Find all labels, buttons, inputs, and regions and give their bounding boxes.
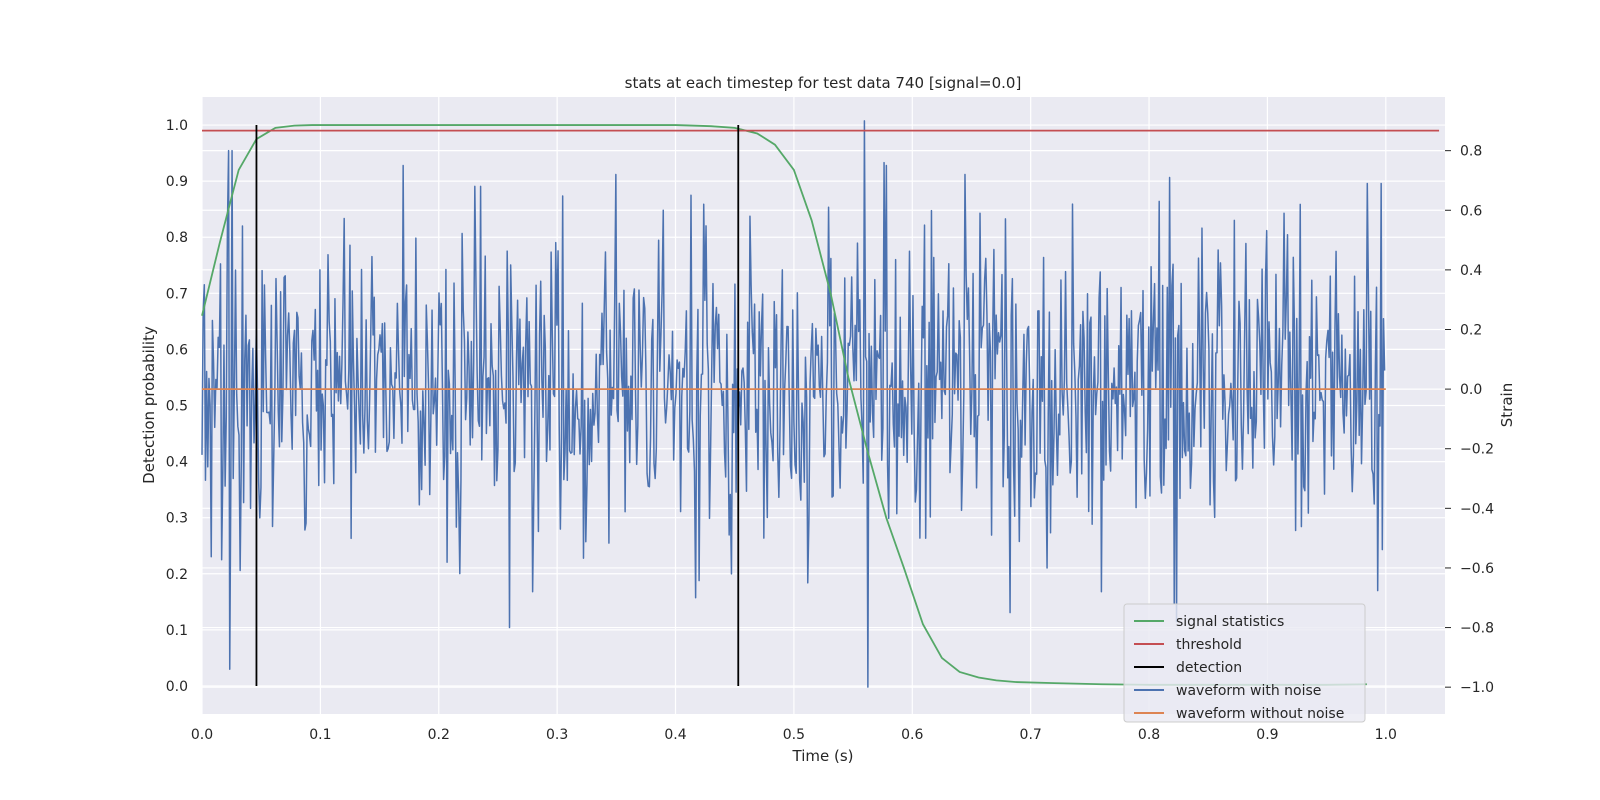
y-tick-label: 0.5: [166, 399, 188, 415]
x-tick-label: 0.4: [664, 727, 686, 743]
y-axis-label: Detection probability: [140, 326, 158, 484]
y-tick-label: 0.9: [166, 174, 188, 190]
x-tick-label: 0.8: [1138, 727, 1160, 743]
legend-label: waveform without noise: [1176, 706, 1344, 722]
y2-tick-label: 0.2: [1460, 322, 1482, 338]
y-tick-label: 0.7: [166, 286, 188, 302]
x-tick-label: 0.6: [901, 727, 923, 743]
series-layer: [201, 120, 1440, 688]
y2-axis-label: Strain: [1498, 383, 1516, 427]
y-tick-label: 0.3: [166, 511, 188, 527]
y-tick-label: 1.0: [166, 118, 188, 134]
x-tick-label: 0.9: [1256, 727, 1278, 743]
x-tick-labels: 0.0 0.1 0.2 0.3 0.4 0.5 0.6 0.7 0.8 0.9 1.0: [191, 727, 1397, 743]
waveform-with-noise-line: [201, 120, 1386, 688]
y-tick-label: 0.0: [166, 679, 188, 695]
x-tick-label: 0.3: [546, 727, 568, 743]
y2-tick-label: −0.4: [1460, 501, 1494, 517]
y2-tick-label: 0.0: [1460, 382, 1482, 398]
legend: signal statistics threshold detection wavef…: [1123, 603, 1366, 723]
y2-tick-label: 0.8: [1460, 144, 1482, 160]
y-tick-label: 0.2: [166, 567, 188, 583]
series-signal-statistics: [201, 124, 1367, 686]
legend-label: threshold: [1176, 637, 1242, 653]
legend-box: [1123, 603, 1366, 723]
x-tick-label: 0.1: [309, 727, 331, 743]
y-tick-label: 0.4: [166, 455, 188, 471]
series-detection: [255, 125, 740, 686]
x-tick-label: 1.0: [1375, 727, 1397, 743]
x-tick-label: 0.7: [1020, 727, 1042, 743]
y2-tick-label: −0.6: [1460, 561, 1494, 577]
x-tick-label: 0.2: [428, 727, 450, 743]
x-tick-label: 0.0: [191, 727, 213, 743]
y-tick-labels: 0.0 0.1 0.2 0.3 0.4 0.5 0.6 0.7 0.8 0.9 1.0: [166, 118, 188, 695]
y-tick-label: 0.6: [166, 342, 188, 358]
y2-tick-label: 0.4: [1460, 263, 1482, 279]
y2-tick-label: 0.6: [1460, 203, 1482, 219]
legend-label: detection: [1176, 660, 1242, 676]
y2-tick-label: −0.2: [1460, 442, 1494, 458]
x-axis-label: Time (s): [792, 747, 854, 765]
y2-tick-label: −1.0: [1460, 680, 1494, 696]
signal-statistics-line: [201, 124, 1367, 686]
y-tick-label: 0.1: [166, 623, 188, 639]
y-tick-label: 0.8: [166, 230, 188, 246]
x-tick-label: 0.5: [783, 727, 805, 743]
series-waveform-with-noise: [201, 120, 1386, 688]
legend-label: signal statistics: [1176, 614, 1284, 630]
y2-tick-labels: −1.0 −0.8 −0.6 −0.4 −0.2 0.0 0.2 0.4 0.6 0.8: [1445, 144, 1494, 696]
chart-title: stats at each timestep for test data 740…: [625, 74, 1022, 92]
y2-tick-label: −0.8: [1460, 621, 1494, 637]
legend-label: waveform with noise: [1176, 683, 1321, 699]
